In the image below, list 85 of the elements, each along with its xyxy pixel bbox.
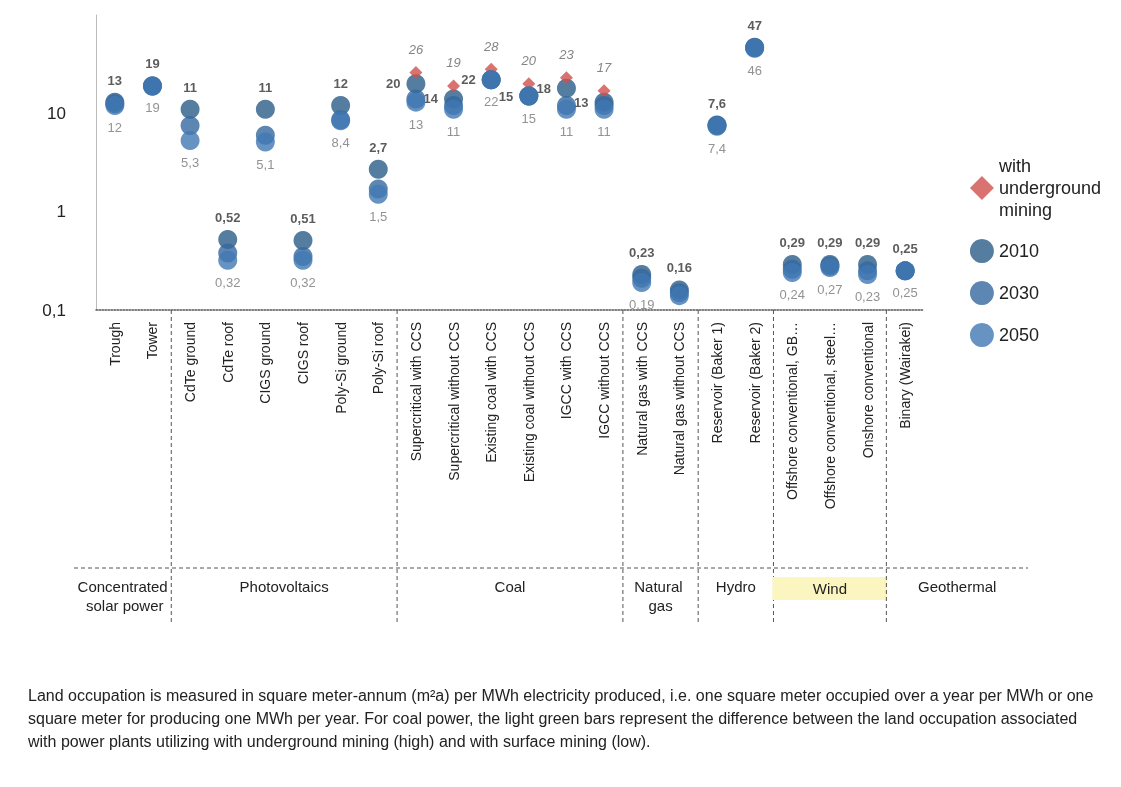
data-label: 26 xyxy=(407,42,424,58)
x-tick-label: Natural gas with CCS xyxy=(633,322,650,456)
data-label: 7,6 xyxy=(707,95,727,111)
data-label: 11 xyxy=(446,123,461,139)
x-tick-label: CIGS roof xyxy=(295,321,311,385)
x-tick-label: Tower xyxy=(144,321,161,360)
legend-label: 2050 xyxy=(998,325,1039,345)
data-label: 11 xyxy=(559,123,574,139)
legend-label: 2010 xyxy=(998,241,1039,261)
text: Natural gas xyxy=(634,578,687,614)
data-label: 0,25 xyxy=(892,241,918,257)
data-label: 28 xyxy=(482,38,500,54)
x-tick-label: Existing coal without CCS xyxy=(520,322,537,483)
x-tick-label: CIGS ground xyxy=(257,322,274,404)
data-label: 19 xyxy=(145,100,160,116)
data-label: 12 xyxy=(107,120,123,136)
data-label: 0,19 xyxy=(629,297,655,313)
data-label: 13 xyxy=(107,72,123,88)
data-label: 2,7 xyxy=(369,139,388,155)
x-tick-label: Reservoir (Baker 1) xyxy=(709,322,725,444)
legend-label: 2030 xyxy=(998,283,1039,303)
data-label: 0,29 xyxy=(817,235,843,251)
text: Geothermal xyxy=(917,578,997,595)
x-tick-label: Poly-Si ground xyxy=(332,322,349,414)
x-tick-label: Binary (Wairakei) xyxy=(897,322,914,429)
data-label: 46 xyxy=(747,62,762,78)
data-label: 11 xyxy=(597,123,611,139)
data-label: 0,29 xyxy=(854,235,881,251)
y-tick-label: 0,1 xyxy=(42,300,66,320)
text: Land occupation is measured in square meter-annum (m²a) per MWh electricity produced, i.e. one square meter occupied over a year per MWh or one square meter for producing one MWh per year. For coal power, the light green bars represent the difference between the land occupation associated with power plants utilizing with underground mining (high) and with surface mining (low). xyxy=(28,686,1095,752)
text: Coal xyxy=(494,578,526,595)
data-label: 11 xyxy=(183,79,197,95)
x-tick-label: Reservoir (Baker 2) xyxy=(746,322,763,444)
x-tick-label: CdTe roof xyxy=(219,321,236,383)
x-tick-label: Onshore conventional xyxy=(859,322,876,459)
data-label: 0,52 xyxy=(215,210,241,226)
x-tick-label: IGCC with CCS xyxy=(558,322,575,420)
data-label: 15 xyxy=(498,88,514,104)
y-tick-label: 10 xyxy=(47,103,66,123)
x-tick-label: Offshore conventional, steel… xyxy=(821,322,838,510)
data-label: 20 xyxy=(520,53,537,69)
data-label: 1,5 xyxy=(369,208,388,224)
data-label: 12 xyxy=(333,76,348,92)
x-tick-label: CdTe ground xyxy=(182,322,199,403)
data-label: 0,51 xyxy=(290,210,316,226)
legend-label: with underground mining xyxy=(997,156,1102,220)
data-label: 5,1 xyxy=(256,156,275,172)
data-label: 8,4 xyxy=(331,135,350,151)
data-label: 7,4 xyxy=(707,140,727,156)
data-label: 0,16 xyxy=(666,260,693,276)
data-label: 20 xyxy=(385,76,401,92)
data-label: 47 xyxy=(747,17,762,33)
data-label: 18 xyxy=(536,80,551,96)
x-tick-label: Poly-Si roof xyxy=(370,321,387,395)
x-tick-label: Supercritical without CCS xyxy=(445,322,462,481)
y-tick-label: 1 xyxy=(56,202,66,222)
data-label: 19 xyxy=(145,56,160,72)
data-label: 11 xyxy=(258,79,273,95)
data-label: 13 xyxy=(408,116,424,132)
data-label: 15 xyxy=(521,110,537,126)
data-label: 0,25 xyxy=(892,285,918,301)
data-label: 19 xyxy=(446,55,461,71)
text: Concentrated solar power xyxy=(77,578,168,614)
data-label: 0,27 xyxy=(817,282,843,298)
x-tick-label: IGCC without CCS xyxy=(596,322,613,439)
text: Wind xyxy=(812,580,847,597)
data-label: 23 xyxy=(558,47,575,63)
x-tick-label: Offshore conventional, GB… xyxy=(784,322,801,500)
data-label: 13 xyxy=(574,94,589,110)
data-label: 17 xyxy=(596,60,613,76)
data-label: 0,32 xyxy=(290,274,316,290)
x-tick-label: Natural gas without CCS xyxy=(671,322,688,476)
data-label: 5,3 xyxy=(181,154,200,170)
text: Hydro xyxy=(715,578,756,595)
data-label: 22 xyxy=(483,94,499,110)
data-label: 0,23 xyxy=(629,244,655,260)
data-label: 0,32 xyxy=(215,274,241,290)
text: Photovoltaics xyxy=(239,578,329,595)
x-tick-label: Trough xyxy=(106,322,123,366)
data-label: 22 xyxy=(461,72,476,88)
data-label: 0,29 xyxy=(779,235,805,251)
data-label: 0,23 xyxy=(854,288,881,304)
x-tick-label: Supercritical with CCS xyxy=(407,322,424,462)
x-tick-label: Existing coal with CCS xyxy=(483,322,500,463)
data-label: 0,24 xyxy=(779,287,805,303)
